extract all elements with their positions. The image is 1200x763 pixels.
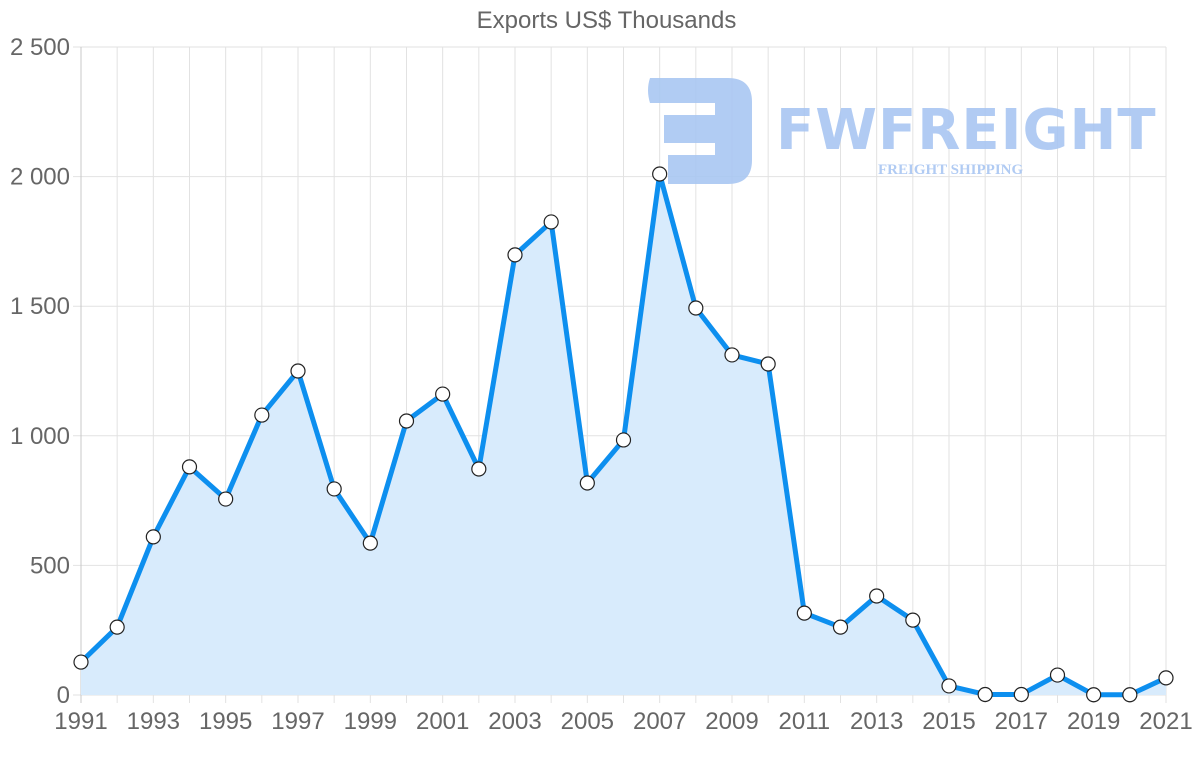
data-point-marker[interactable] [579,475,595,491]
x-tick-label: 2009 [705,708,758,735]
x-tick-label: 2001 [416,708,469,735]
data-point-marker[interactable] [218,491,234,507]
x-tick-label: 1997 [271,708,324,735]
data-point-marker[interactable] [398,413,415,429]
x-tick-label: 2011 [779,708,831,735]
x-tick-label: 2013 [850,708,903,735]
x-tick-label: 2015 [922,708,975,735]
y-tick-label: 500 [30,552,70,579]
data-point-marker[interactable] [145,529,161,545]
data-markers [73,166,1174,703]
x-tick-label: 2017 [995,708,1048,735]
data-point-marker[interactable] [362,535,378,551]
data-point-marker[interactable] [905,612,921,628]
y-axis-labels: 0 500 1 000 1 500 2 000 2 500 [10,34,70,709]
x-tick-label: 2005 [561,708,614,735]
fwfreight-logo-icon [648,78,752,184]
data-point-marker[interactable] [1049,667,1066,683]
data-point-marker[interactable] [73,654,89,670]
data-point-marker[interactable] [724,347,740,363]
data-point-marker[interactable] [832,619,849,635]
x-tick-label: 1993 [127,708,180,735]
chart-title: Exports US$ Thousands [476,7,737,34]
y-tick-label: 0 [57,682,70,709]
data-point-marker[interactable] [1013,686,1029,703]
data-point-marker[interactable] [796,605,812,621]
x-tick-label: 1991 [54,708,107,735]
data-point-marker[interactable] [615,432,632,448]
y-tick-label: 1 500 [10,293,70,320]
data-point-marker[interactable] [1122,687,1138,703]
data-point-marker[interactable] [1086,687,1102,703]
y-tick-label: 2 500 [10,34,70,61]
data-point-marker[interactable] [869,588,885,604]
area-fill [81,174,1166,695]
data-point-marker[interactable] [543,214,559,230]
data-point-marker[interactable] [326,481,342,497]
data-point-marker[interactable] [977,686,993,703]
x-tick-label: 2021 [1139,708,1192,735]
x-tick-label: 2007 [633,708,686,735]
y-tick-label: 2 000 [10,164,70,191]
data-point-marker[interactable] [652,166,668,182]
data-point-marker[interactable] [435,386,451,402]
data-point-marker[interactable] [109,619,125,635]
data-point-marker[interactable] [941,678,957,694]
x-axis-labels: 1991 1993 1995 1997 1999 2001 2003 2005 2007 2009… [54,708,1192,735]
data-point-marker[interactable] [471,461,487,477]
x-tick-label: 1999 [344,708,397,735]
data-point-marker[interactable] [760,356,776,372]
data-point-marker[interactable] [507,247,523,263]
data-point-marker[interactable] [254,407,270,423]
area-fill-path [81,174,1166,695]
data-point-marker[interactable] [181,459,198,475]
data-point-marker[interactable] [1158,670,1174,686]
watermark-tagline-text: FREIGHT SHIPPING [878,162,1023,178]
data-point-marker[interactable] [290,363,306,379]
y-tick-label: 1 000 [10,423,70,450]
x-tick-label: 2019 [1067,708,1120,735]
watermark-brand-text: FWFREIGHT [776,98,1157,163]
x-tick-label: 2003 [488,708,541,735]
x-tick-label: 1995 [199,708,252,735]
data-point-marker[interactable] [688,300,704,316]
watermark-logo: FWFREIGHT FREIGHT SHIPPING [648,78,1157,184]
